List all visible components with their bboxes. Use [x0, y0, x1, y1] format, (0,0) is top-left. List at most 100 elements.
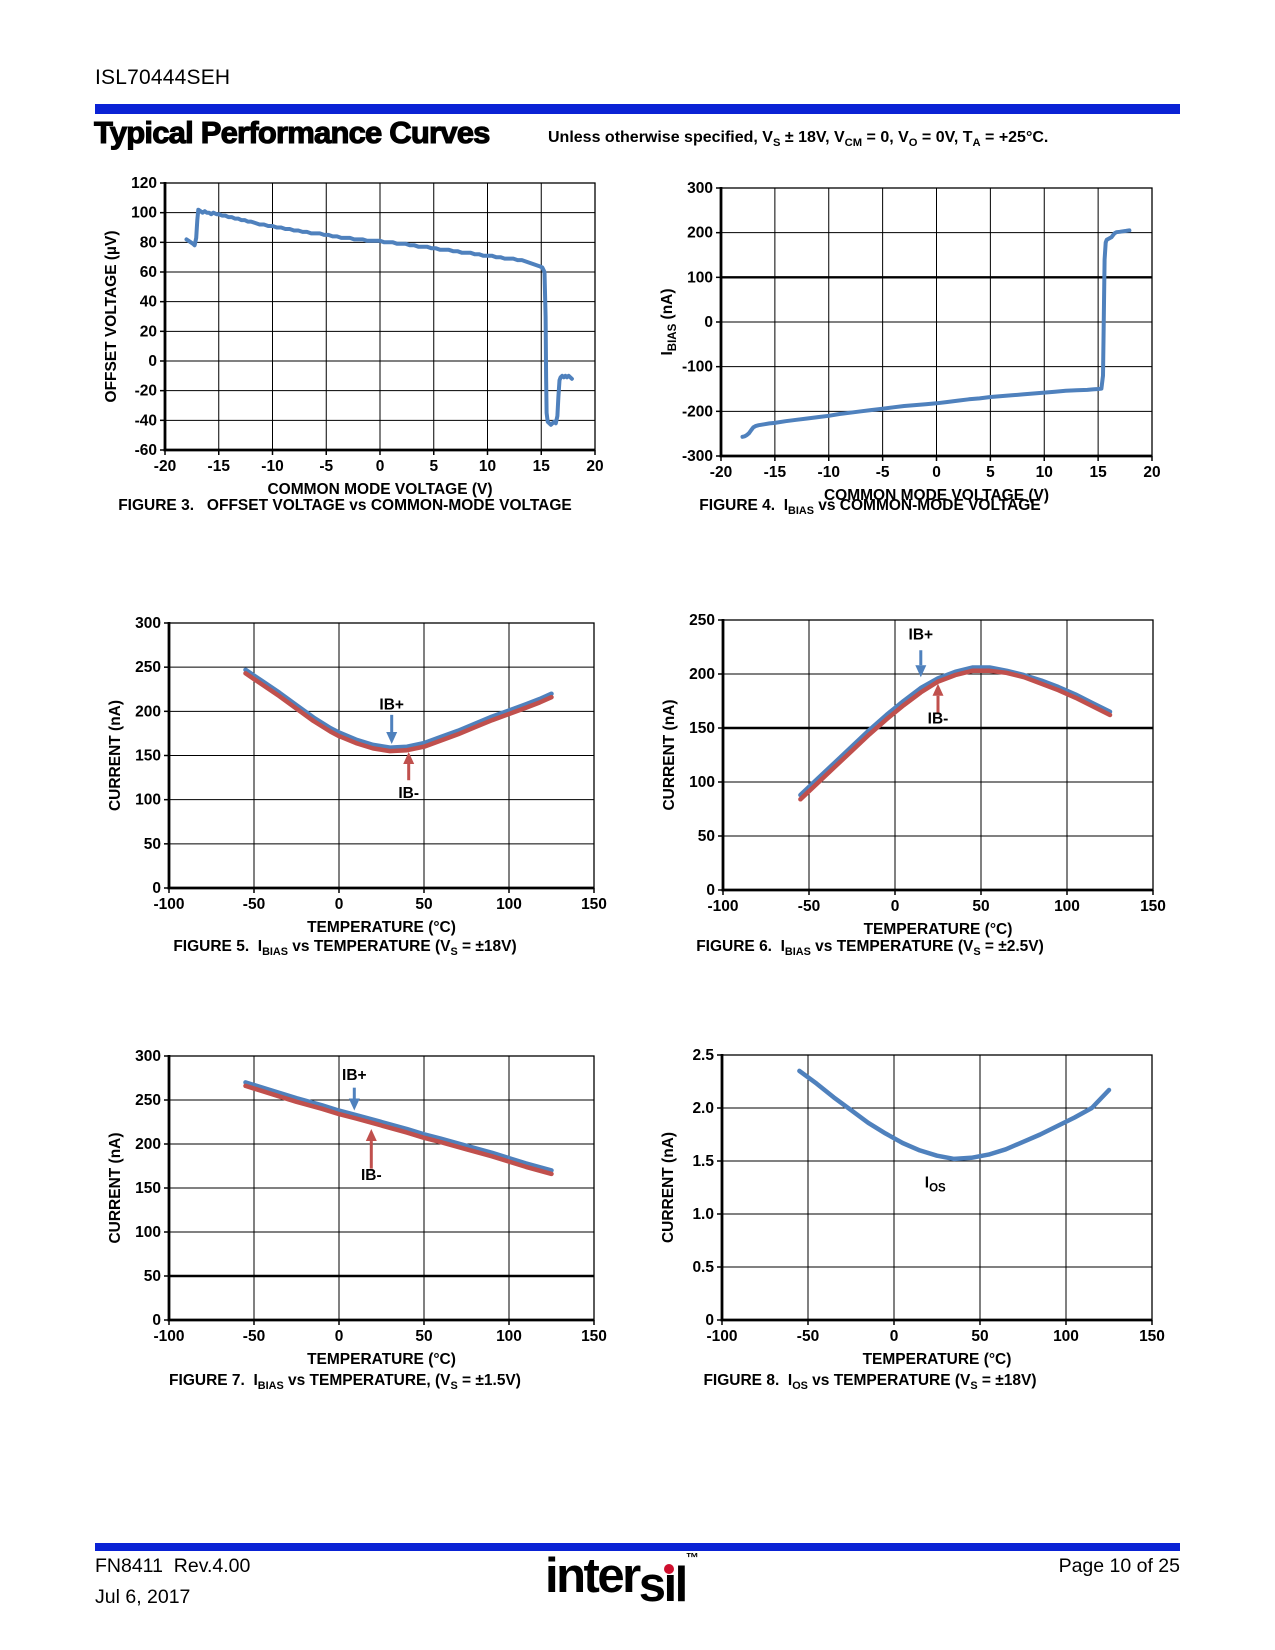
svg-text:0.5: 0.5: [692, 1259, 714, 1276]
svg-text:100: 100: [131, 205, 157, 222]
svg-text:IB+: IB+: [379, 697, 404, 714]
svg-text:-50: -50: [243, 896, 265, 913]
svg-text:TEMPERATURE (°C): TEMPERATURE (°C): [307, 919, 456, 936]
svg-text:100: 100: [689, 774, 715, 791]
svg-text:-100: -100: [153, 1328, 184, 1345]
svg-text:2.0: 2.0: [692, 1100, 714, 1117]
svg-text:20: 20: [140, 323, 157, 340]
svg-text:200: 200: [135, 1136, 161, 1153]
svg-text:CURRENT (nA): CURRENT (nA): [661, 699, 678, 810]
svg-text:300: 300: [135, 615, 161, 632]
svg-text:-100: -100: [706, 1328, 737, 1345]
figure-8-plot: -100 -50 0 50 100 150 2.5 2.0 1.5 1.0 0.5 0 IOS TEMPE…: [660, 1047, 1165, 1368]
svg-text:2.5: 2.5: [692, 1047, 714, 1064]
page-number: Page 10 of 25: [1058, 1555, 1180, 1577]
svg-text:IB-: IB-: [398, 785, 419, 802]
svg-text:IB+: IB+: [909, 626, 934, 643]
figure-5-plot: -100 -50 0 50 100 150 300 250 200 150 100 50 0 IB+ IB-…: [107, 615, 607, 936]
svg-text:TEMPERATURE (°C): TEMPERATURE (°C): [864, 921, 1013, 938]
svg-text:-300: -300: [682, 448, 713, 465]
svg-text:CURRENT (nA): CURRENT (nA): [660, 1132, 677, 1243]
svg-text:100: 100: [135, 792, 161, 809]
svg-text:0: 0: [335, 1328, 344, 1345]
figure-3-plot: -20 -15 -10 -5 0 5 10 15 20 120 100 80 60 40 20 0 -20 -40…: [103, 175, 604, 498]
svg-text:COMMON MODE VOLTAGE (V): COMMON MODE VOLTAGE (V): [267, 481, 492, 498]
svg-text:300: 300: [687, 180, 713, 197]
svg-text:0: 0: [890, 1328, 899, 1345]
logo-letter-i: ı: [663, 1557, 677, 1613]
svg-text:0: 0: [152, 880, 161, 897]
svg-text:150: 150: [581, 1328, 607, 1345]
svg-text:100: 100: [135, 1224, 161, 1241]
figure-6-caption: FIGURE 6. IBIAS vs TEMPERATURE (VS = ±2.…: [696, 938, 1044, 959]
svg-text:-100: -100: [707, 898, 738, 915]
doc-number: FN8411 Rev.4.00: [95, 1555, 251, 1577]
svg-text:120: 120: [131, 175, 157, 192]
part-number: ISL70444SEH: [95, 66, 231, 89]
svg-text:15: 15: [533, 458, 551, 475]
svg-text:80: 80: [140, 234, 157, 251]
svg-text:CURRENT (nA): CURRENT (nA): [107, 700, 124, 811]
svg-text:0: 0: [152, 1312, 161, 1329]
svg-text:60: 60: [140, 264, 157, 281]
svg-text:5: 5: [986, 464, 995, 481]
svg-text:IB+: IB+: [342, 1067, 367, 1084]
svg-text:0: 0: [705, 1312, 714, 1329]
svg-text:OFFSET VOLTAGE (µV): OFFSET VOLTAGE (µV): [103, 231, 120, 403]
svg-text:-100: -100: [153, 896, 184, 913]
figure-7-caption: FIGURE 7. IBIAS vs TEMPERATURE, (VS = ±1…: [169, 1372, 521, 1393]
svg-text:-40: -40: [135, 412, 157, 429]
svg-text:IOS: IOS: [925, 1175, 946, 1195]
svg-text:50: 50: [971, 1328, 988, 1345]
svg-text:-100: -100: [682, 359, 713, 376]
svg-text:250: 250: [135, 659, 161, 676]
svg-text:100: 100: [496, 1328, 522, 1345]
svg-text:250: 250: [135, 1092, 161, 1109]
svg-text:150: 150: [135, 1180, 161, 1197]
svg-text:200: 200: [687, 225, 713, 242]
svg-text:50: 50: [698, 828, 715, 845]
svg-text:-20: -20: [710, 464, 732, 481]
svg-text:150: 150: [135, 748, 161, 765]
svg-text:50: 50: [144, 1268, 161, 1285]
svg-text:50: 50: [144, 836, 161, 853]
svg-text:0: 0: [704, 314, 713, 331]
svg-text:-50: -50: [798, 898, 820, 915]
svg-text:-5: -5: [319, 458, 333, 475]
svg-text:250: 250: [689, 612, 715, 629]
svg-text:100: 100: [1054, 898, 1080, 915]
figure-5-caption: FIGURE 5. IBIAS vs TEMPERATURE (VS = ±18…: [173, 938, 517, 959]
figure-6-plot: -100 -50 0 50 100 150 250 200 150 100 50 0 IB+ IB- TEM…: [661, 612, 1166, 938]
svg-text:15: 15: [1090, 464, 1108, 481]
svg-text:40: 40: [140, 294, 157, 311]
figure-7-plot: -100 -50 0 50 100 150 300 250 200 150 100 50 0 IB+ IB-…: [107, 1048, 607, 1368]
svg-text:-50: -50: [243, 1328, 265, 1345]
svg-text:0: 0: [376, 458, 385, 475]
svg-text:-5: -5: [876, 464, 890, 481]
svg-text:1.5: 1.5: [692, 1153, 714, 1170]
svg-text:100: 100: [496, 896, 522, 913]
svg-text:TEMPERATURE (°C): TEMPERATURE (°C): [307, 1351, 456, 1368]
svg-text:5: 5: [429, 458, 438, 475]
svg-text:1.0: 1.0: [692, 1206, 714, 1223]
svg-text:150: 150: [1139, 1328, 1165, 1345]
svg-text:0: 0: [335, 896, 344, 913]
svg-text:IB-: IB-: [361, 1167, 382, 1184]
test-conditions: Unless otherwise specified, VS ± 18V, VC…: [548, 129, 1049, 150]
svg-text:TEMPERATURE (°C): TEMPERATURE (°C): [863, 1351, 1012, 1368]
svg-text:200: 200: [689, 666, 715, 683]
svg-text:-20: -20: [154, 458, 176, 475]
svg-text:10: 10: [1036, 464, 1053, 481]
svg-text:-200: -200: [682, 403, 713, 420]
svg-text:0: 0: [706, 882, 715, 899]
logo-text-inter: inter: [545, 1549, 641, 1603]
logo-text-l: l: [674, 1558, 689, 1612]
logo-red-dot-icon: [664, 1564, 675, 1574]
svg-text:0: 0: [148, 353, 157, 370]
figure-4-caption: FIGURE 4. IBIAS vs COMMON-MODE VOLTAGE: [699, 497, 1041, 518]
svg-text:300: 300: [135, 1048, 161, 1065]
svg-text:IB-: IB-: [928, 711, 949, 728]
svg-text:CURRENT (nA): CURRENT (nA): [107, 1132, 124, 1243]
svg-text:10: 10: [479, 458, 496, 475]
